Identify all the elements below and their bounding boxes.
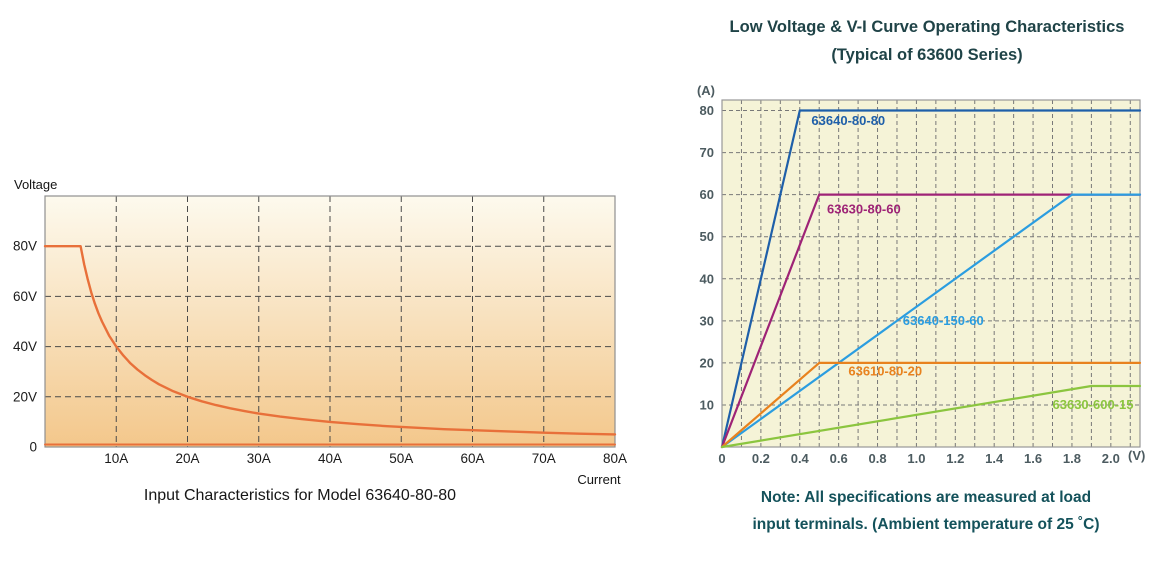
y-tick-label: 70: [700, 145, 714, 160]
right-chart-y-axis-title: (A): [696, 83, 716, 98]
series-line-constant-power-envelope-400W: [43, 244, 617, 436]
y-tick-label: 40: [700, 271, 714, 286]
x-tick-label: 2.0: [1102, 451, 1120, 466]
series-line-63640-80-80: [720, 109, 1142, 449]
x-tick-label: 70A: [532, 451, 556, 466]
input-characteristics-chart: 0 20V 40V 60V 80V 10A 20A 30A 40A 50A 60A 70A 80A: [13, 195, 627, 466]
y-tick-label: 0: [29, 440, 37, 455]
right-chart-note: Note: All specifications are measured at…: [674, 485, 1164, 538]
left-chart-y-axis-title: Voltage: [14, 177, 58, 192]
vi-curve-operating-chart: 63640-80-80 63630-80-60 63640-150-60 63610-…: [700, 99, 1142, 466]
x-tick-label: 0: [718, 451, 725, 466]
right-chart-title-line2: (Typical of 63600 Series): [831, 46, 1023, 64]
x-tick-label: 0.2: [752, 451, 770, 466]
y-tick-label: 20: [700, 355, 714, 370]
y-tick-label: 40V: [13, 339, 37, 354]
plot-background: [722, 100, 1140, 447]
series-line-63630-80-60: [720, 193, 1142, 449]
x-tick-label: 30A: [247, 451, 271, 466]
left-chart-caption: Input Characteristics for Model 63640-80…: [143, 487, 457, 504]
y-tick-label: 60: [700, 187, 714, 202]
y-tick-label: 60V: [13, 289, 37, 304]
x-tick-label: 0.8: [868, 451, 886, 466]
y-tick-label: 80: [700, 103, 714, 118]
y-tick-label: 20V: [13, 389, 37, 404]
series-label-63640-150-60: 63640-150-60: [903, 313, 984, 328]
x-tick-label: 1.0: [907, 451, 925, 466]
left-chart-x-axis-title: Current: [577, 472, 621, 487]
series-label-63630-80-60: 63630-80-60: [827, 202, 901, 217]
series-label-63640-80-80: 63640-80-80: [811, 113, 885, 128]
plot-border: [721, 99, 1141, 448]
y-tick-label: 80V: [13, 239, 37, 254]
right-chart-x-axis-title: (V): [1128, 448, 1146, 463]
series-line-63610-80-20: [720, 361, 1142, 449]
x-tick-label: 80A: [603, 451, 627, 466]
right-chart-title-line1: Low Voltage & V-I Curve Operating Charac…: [729, 18, 1125, 36]
right-chart-note-line1: Note: All specifications are measured at…: [760, 489, 1092, 506]
series-label-63610-80-20: 63610-80-20: [848, 363, 922, 378]
y-tick-label: 50: [700, 229, 714, 244]
right-chart-title: Low Voltage & V-I Curve Operating Charac…: [688, 13, 1164, 69]
right-chart-note-line2: input terminals. (Ambient temperature of…: [752, 515, 1100, 533]
x-tick-label: 60A: [460, 451, 484, 466]
x-tick-label: 0.6: [830, 451, 848, 466]
x-tick-label: 50A: [389, 451, 413, 466]
y-tick-label: 10: [700, 397, 714, 412]
x-tick-label: 10A: [104, 451, 128, 466]
x-tick-label: 40A: [318, 451, 342, 466]
x-tick-label: 1.6: [1024, 451, 1042, 466]
x-tick-label: 0.4: [791, 451, 810, 466]
series-line-63630-600-15: [720, 384, 1142, 449]
x-tick-label: 1.4: [985, 451, 1004, 466]
plot-border: [44, 195, 616, 448]
x-tick-label: 1.2: [946, 451, 964, 466]
x-tick-label: 1.8: [1063, 451, 1081, 466]
y-tick-label: 30: [700, 313, 714, 328]
x-tick-label: 20A: [175, 451, 199, 466]
series-label-63630-600-15: 63630-600-15: [1053, 397, 1134, 412]
